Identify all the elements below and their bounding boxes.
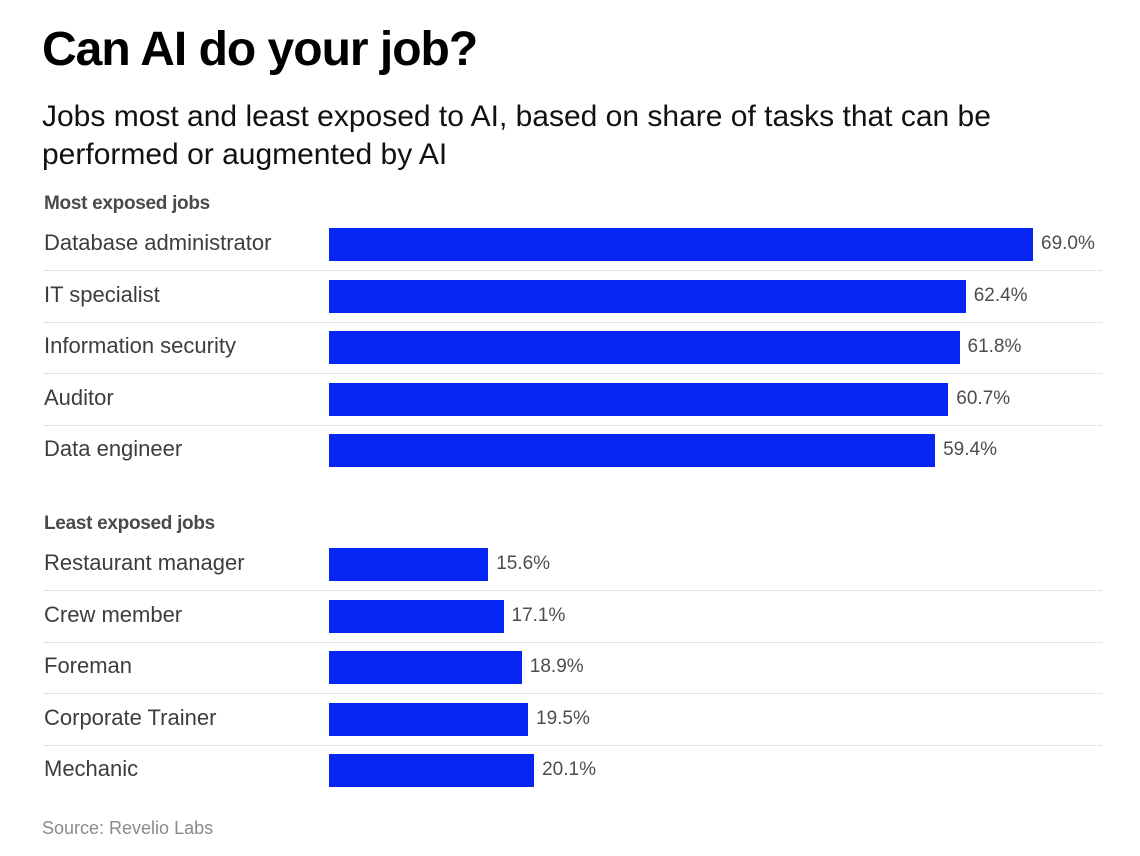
data-label: 69.0% [1041, 233, 1095, 254]
category-label: Data engineer [44, 436, 183, 461]
chart-title: Can AI do your job? [42, 23, 478, 76]
bar [329, 228, 1033, 261]
category-label: Restaurant manager [44, 550, 245, 575]
category-label: Corporate Trainer [44, 704, 217, 730]
data-label: 18.9% [529, 656, 584, 677]
chart-subtitle: Jobs most and least exposed to AI, based… [42, 100, 991, 171]
bar [329, 599, 504, 633]
row-separator [44, 373, 1102, 374]
category-label: Database administrator [44, 230, 272, 255]
row-separator [44, 424, 1102, 426]
bar [329, 651, 522, 684]
data-label: 17.1% [511, 604, 566, 626]
source-note: Source: Revelio Labs [42, 818, 214, 838]
row-separator [44, 321, 1102, 323]
data-label: 61.8% [967, 336, 1022, 357]
row-separator [44, 270, 1102, 271]
most-exposed-heading: Most exposed jobs [44, 193, 210, 214]
least-exposed-heading: Least exposed jobs [44, 513, 215, 534]
category-label: Information security [44, 333, 236, 358]
bar [329, 382, 949, 416]
row-separator [44, 744, 1102, 746]
data-label: 20.1% [542, 759, 596, 780]
data-label: 62.4% [973, 284, 1028, 306]
row-separator [44, 641, 1102, 643]
bar [329, 702, 528, 736]
bar [329, 279, 966, 313]
data-label: 19.5% [536, 707, 590, 729]
data-label: 15.6% [496, 553, 551, 574]
category-label: Mechanic [44, 756, 139, 781]
row-separator [44, 590, 1102, 591]
row-separator [44, 693, 1102, 694]
category-label: Crew member [44, 601, 183, 627]
bar [329, 754, 535, 787]
data-label: 59.4% [943, 439, 997, 460]
bar [329, 434, 936, 467]
category-label: Foreman [44, 653, 133, 678]
bar [329, 548, 489, 581]
data-label: 60.7% [956, 387, 1011, 409]
bar [329, 331, 960, 364]
category-label: Auditor [44, 384, 114, 410]
category-label: IT specialist [44, 281, 160, 307]
